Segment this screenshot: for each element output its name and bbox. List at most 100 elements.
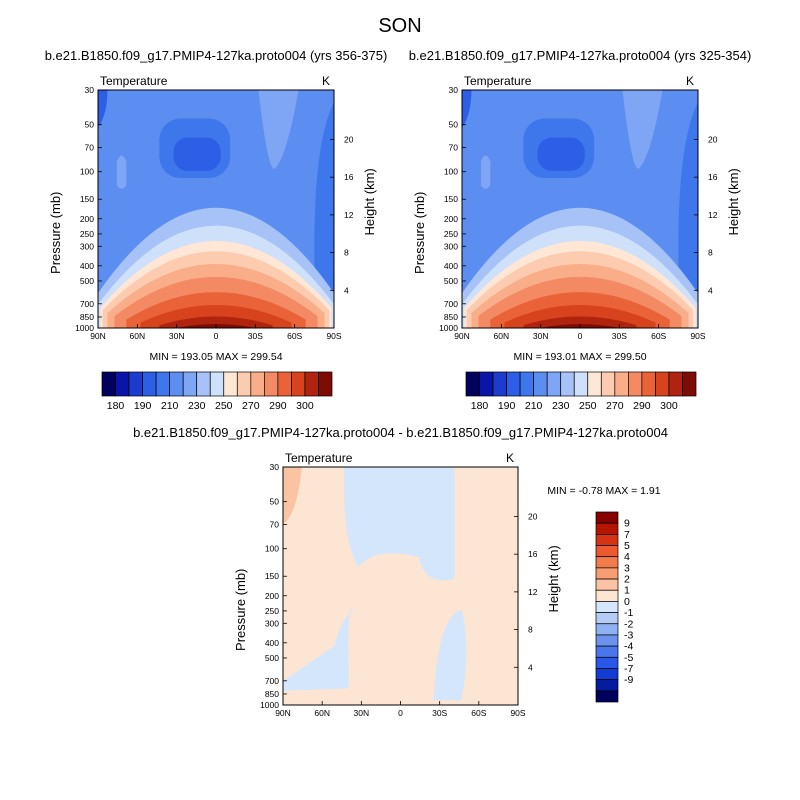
colorbar-swatch (101, 371, 116, 397)
x-tick-label: 60S (651, 331, 666, 341)
colorbar-swatch (479, 371, 494, 397)
colorbar-swatch (465, 371, 480, 397)
colorbar-label: 180 (471, 400, 489, 412)
colorbar-swatch (595, 545, 619, 558)
colorbar-swatch (304, 371, 319, 397)
panel-title: b.e21.B1850.f09_g17.PMIP4-127ka.proto004… (409, 48, 752, 63)
stats-text: MIN = 193.01 MAX = 299.50 (513, 351, 646, 363)
y2-tick-label: 20 (528, 511, 538, 521)
y-tick-label: 300 (444, 241, 458, 251)
y-tick-label: 100 (80, 167, 94, 177)
colorbar-swatch (196, 371, 211, 397)
colorbar-swatch (169, 371, 184, 397)
colorbar-label: 290 (269, 400, 287, 412)
y-tick-label: 70 (449, 143, 459, 153)
y2-tick-label: 20 (344, 134, 354, 144)
colorbar-swatch (318, 371, 333, 397)
colorbar-label: 2 (624, 574, 630, 586)
y-tick-label: 850 (80, 312, 94, 322)
y-tick-label: 200 (80, 214, 94, 224)
x-tick-label: 60S (287, 331, 302, 341)
colorbar-swatch (223, 371, 238, 397)
colorbar-swatch (115, 371, 130, 397)
colorbar-swatch (595, 601, 619, 613)
field-fill (678, 101, 698, 293)
colorbar-label: 300 (660, 400, 678, 412)
colorbar-swatch (595, 534, 619, 546)
field-fill (344, 467, 455, 581)
y2-tick-label: 8 (708, 248, 713, 258)
y-tick-label: 700 (265, 676, 279, 686)
x-tick-label: 0 (398, 708, 403, 718)
colorbar-swatch (587, 371, 602, 397)
colorbar-swatch (641, 371, 656, 397)
field-fill (480, 155, 491, 189)
y-tick-label: 100 (265, 544, 279, 554)
y-tick-label: 150 (444, 194, 458, 204)
colorbar-swatch (595, 567, 619, 580)
y2-tick-label: 12 (528, 587, 538, 597)
y-tick-label: 70 (85, 143, 95, 153)
y-tick-label: 500 (444, 276, 458, 286)
x-tick-label: 30N (533, 331, 549, 341)
y-tick-label: 400 (265, 638, 279, 648)
colorbar-label: -9 (624, 674, 633, 686)
panel-2: b.e21.B1850.f09_g17.PMIP4-127ka.proto004… (409, 48, 752, 412)
field-fill (159, 316, 273, 328)
y2-tick-label: 4 (344, 285, 349, 295)
y-tick-label: 200 (444, 214, 458, 224)
y2-tick-label: 20 (708, 134, 718, 144)
y-tick-label: 250 (444, 229, 458, 239)
y2-tick-label: 4 (708, 285, 713, 295)
colorbar-label: 190 (134, 400, 152, 412)
colorbar-label: 270 (242, 400, 260, 412)
x-tick-label: 0 (578, 331, 583, 341)
y2-axis-label: Height (km) (546, 545, 561, 612)
x-tick-label: 90N (275, 708, 291, 718)
colorbar-swatch (142, 371, 157, 397)
field-fill (314, 101, 334, 293)
colorbar-label: 1 (624, 585, 630, 597)
y-tick-label: 50 (449, 120, 459, 130)
colorbar-label: 300 (296, 400, 314, 412)
y-tick-label: 150 (265, 571, 279, 581)
colorbar-swatch (595, 556, 619, 569)
colorbar-swatch (628, 371, 643, 397)
units-label: K (686, 74, 694, 88)
y-tick-label: 1000 (439, 323, 458, 333)
y-tick-label: 250 (80, 229, 94, 239)
y-tick-label: 300 (265, 618, 279, 628)
colorbar-swatch (182, 371, 198, 397)
contour-field (283, 467, 518, 705)
colorbar-label: 230 (188, 400, 206, 412)
y-tick-label: 1000 (75, 323, 94, 333)
colorbar-label: 9 (624, 518, 630, 530)
colorbar-swatch (595, 645, 619, 658)
x-tick-label: 60S (471, 708, 486, 718)
colorbar-swatch (668, 371, 683, 397)
colorbar-swatch (682, 371, 697, 397)
panel-3: b.e21.B1850.f09_g17.PMIP4-127ka.proto004… (133, 425, 668, 718)
y-tick-label: 500 (265, 653, 279, 663)
colorbar-label: 230 (552, 400, 570, 412)
colorbar-label: 210 (525, 400, 543, 412)
y-tick-label: 850 (265, 689, 279, 699)
y-tick-label: 700 (444, 299, 458, 309)
y-tick-label: 1000 (260, 700, 279, 710)
colorbar-label: 0 (624, 596, 630, 608)
x-tick-label: 60N (130, 331, 146, 341)
field-fill (98, 90, 108, 129)
y2-tick-label: 12 (708, 210, 718, 220)
colorbar-swatch (291, 371, 306, 397)
y2-axis-label: Height (km) (362, 168, 377, 235)
colorbar-swatch (277, 371, 292, 397)
y-tick-label: 200 (265, 591, 279, 601)
colorbar-swatch (655, 371, 670, 397)
colorbar-label: 3 (624, 562, 630, 574)
field-fill (116, 155, 127, 189)
colorbar-label: 270 (606, 400, 624, 412)
y-tick-label: 850 (444, 312, 458, 322)
y-tick-label: 500 (80, 276, 94, 286)
x-tick-label: 90S (510, 708, 525, 718)
